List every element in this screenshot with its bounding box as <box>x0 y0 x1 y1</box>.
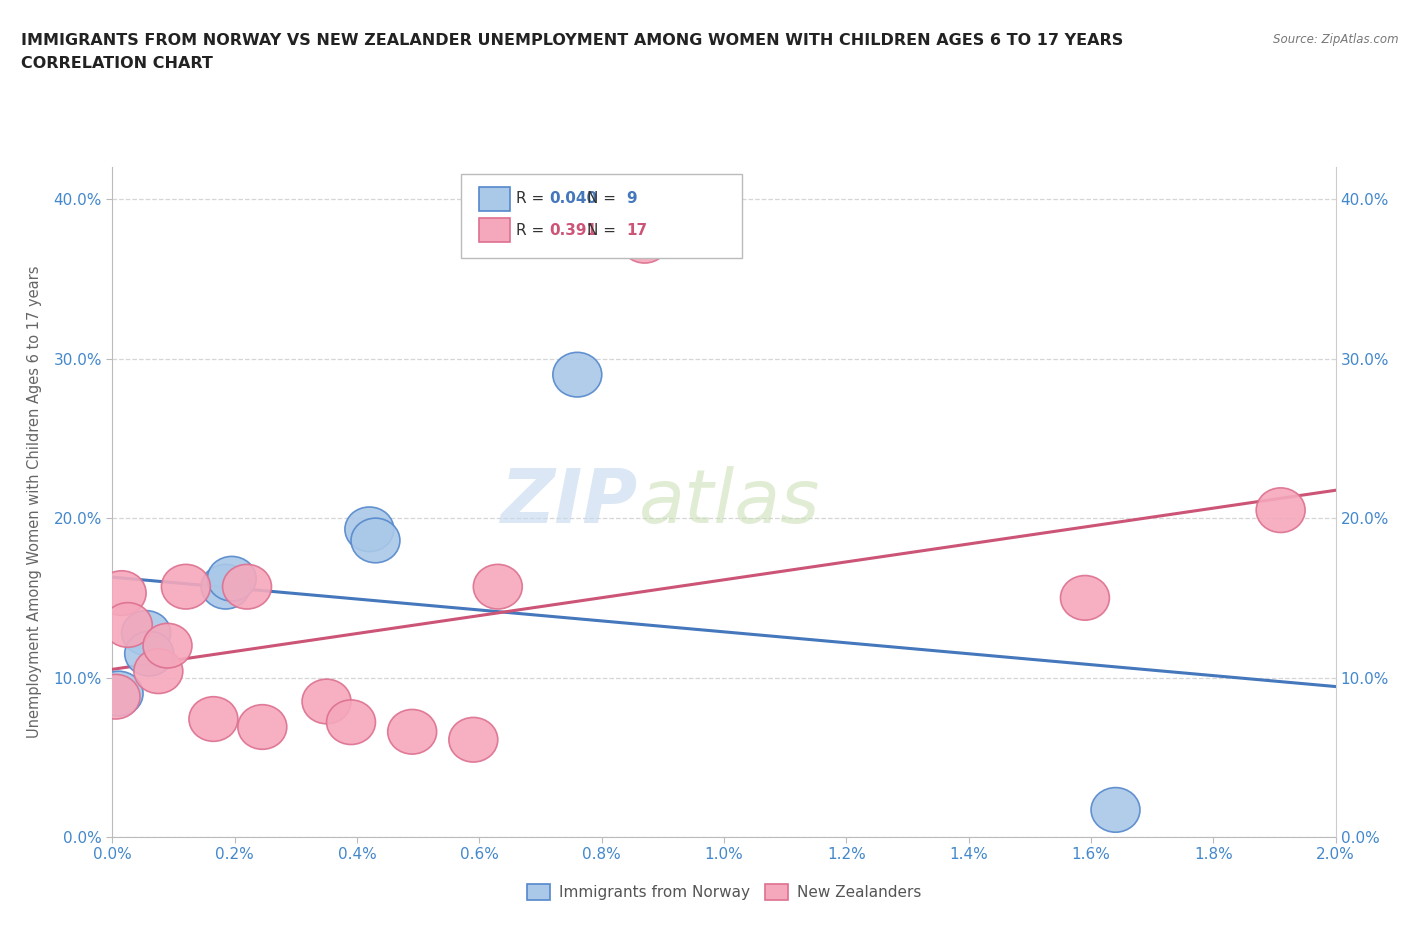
Text: ZIP: ZIP <box>501 466 638 538</box>
Text: IMMIGRANTS FROM NORWAY VS NEW ZEALANDER UNEMPLOYMENT AMONG WOMEN WITH CHILDREN A: IMMIGRANTS FROM NORWAY VS NEW ZEALANDER … <box>21 33 1123 47</box>
FancyBboxPatch shape <box>479 219 510 243</box>
Ellipse shape <box>238 705 287 750</box>
Ellipse shape <box>188 697 238 741</box>
Ellipse shape <box>352 518 399 563</box>
Ellipse shape <box>222 565 271 609</box>
Ellipse shape <box>91 674 141 719</box>
Ellipse shape <box>326 700 375 745</box>
FancyBboxPatch shape <box>479 187 510 211</box>
Ellipse shape <box>97 571 146 616</box>
FancyBboxPatch shape <box>461 174 742 258</box>
Ellipse shape <box>388 710 437 754</box>
Ellipse shape <box>103 603 152 647</box>
Ellipse shape <box>449 717 498 762</box>
Ellipse shape <box>302 679 352 724</box>
Ellipse shape <box>620 219 669 263</box>
Ellipse shape <box>474 565 522 609</box>
Ellipse shape <box>122 611 170 656</box>
Text: N =: N = <box>588 223 621 238</box>
Text: Source: ZipAtlas.com: Source: ZipAtlas.com <box>1274 33 1399 46</box>
Ellipse shape <box>125 631 174 676</box>
Ellipse shape <box>201 565 250 609</box>
Text: R =: R = <box>516 192 550 206</box>
Ellipse shape <box>1060 576 1109 620</box>
Y-axis label: Unemployment Among Women with Children Ages 6 to 17 years: Unemployment Among Women with Children A… <box>28 266 42 738</box>
Text: R =: R = <box>516 223 550 238</box>
Ellipse shape <box>162 565 211 609</box>
Ellipse shape <box>553 352 602 397</box>
Legend: Immigrants from Norway, New Zealanders: Immigrants from Norway, New Zealanders <box>520 878 928 907</box>
Ellipse shape <box>143 623 193 668</box>
Text: 17: 17 <box>626 223 647 238</box>
Ellipse shape <box>1256 488 1305 533</box>
Text: CORRELATION CHART: CORRELATION CHART <box>21 56 212 71</box>
Ellipse shape <box>94 671 143 716</box>
Text: 9: 9 <box>626 192 637 206</box>
Ellipse shape <box>134 649 183 694</box>
Text: 0.040: 0.040 <box>550 192 598 206</box>
Text: 0.391: 0.391 <box>550 223 598 238</box>
Ellipse shape <box>1091 788 1140 832</box>
Text: N =: N = <box>588 192 621 206</box>
Ellipse shape <box>207 556 256 601</box>
Ellipse shape <box>344 507 394 551</box>
Text: atlas: atlas <box>638 466 820 538</box>
